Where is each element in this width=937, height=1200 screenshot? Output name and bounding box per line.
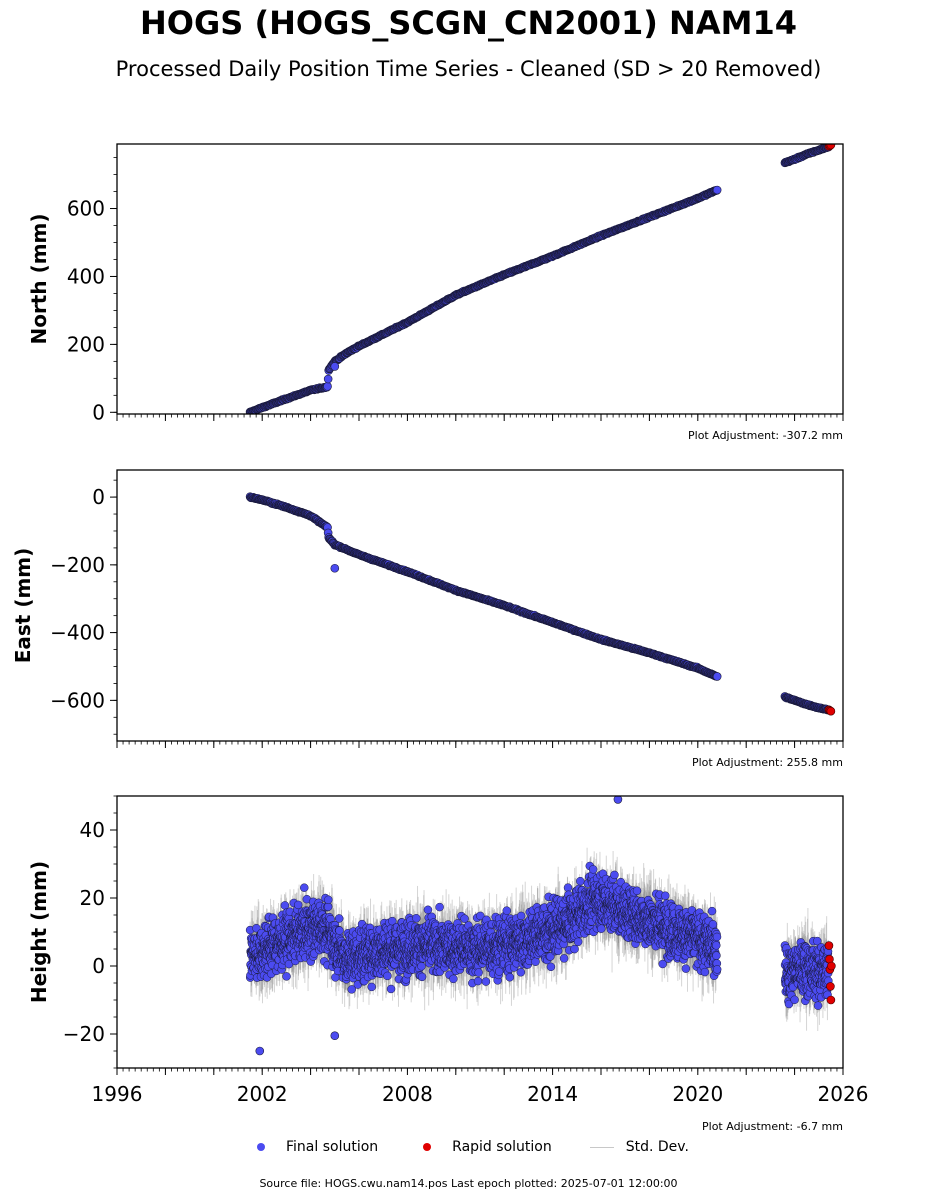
y-axis-label: North (mm) bbox=[27, 213, 51, 344]
plot-area bbox=[245, 492, 836, 716]
final-segment-2 bbox=[780, 144, 833, 168]
final-point bbox=[323, 382, 332, 391]
y-tick-label: −600 bbox=[50, 688, 105, 712]
plot-adjustment-note: Plot Adjustment: -307.2 mm bbox=[688, 429, 843, 442]
final-segment-1 bbox=[245, 492, 722, 681]
chart-title: HOGS (HOGS_SCGN_CN2001) NAM14 bbox=[140, 4, 797, 42]
plot-area bbox=[245, 144, 836, 414]
x-axis bbox=[116, 741, 844, 748]
y-axis: 0 200 400 600 bbox=[67, 157, 117, 424]
rapid-point bbox=[826, 706, 836, 716]
y-tick-label: 600 bbox=[67, 197, 105, 221]
rapid-point bbox=[826, 144, 836, 150]
y-tick-label: 0 bbox=[92, 400, 105, 424]
outlier-point bbox=[330, 362, 340, 371]
final-segment-1 bbox=[245, 847, 722, 1011]
y-tick-label: 400 bbox=[67, 264, 105, 288]
final-point bbox=[712, 185, 722, 195]
chart-subtitle: Processed Daily Position Time Series - C… bbox=[115, 57, 822, 81]
final-segment-1 bbox=[245, 185, 722, 414]
panel-1: 0 200 400 600 North (mm) Plot Adjustment: -30… bbox=[27, 143, 844, 442]
x-axis bbox=[116, 414, 844, 421]
final-segment-2 bbox=[780, 692, 833, 715]
plot-adjustment-note: Plot Adjustment: 255.8 mm bbox=[692, 756, 843, 769]
rapid-series bbox=[824, 705, 836, 716]
y-tick-label: 0 bbox=[92, 485, 105, 509]
final-point bbox=[712, 672, 722, 681]
plot-area bbox=[245, 796, 836, 1056]
panel-2: 0 −200 −400 −600 East (mm) Plot Adjustment: 2… bbox=[11, 469, 844, 769]
y-tick-label: 200 bbox=[67, 332, 105, 356]
y-axis-label: East (mm) bbox=[11, 548, 35, 664]
rapid-series bbox=[824, 144, 836, 151]
y-axis: 0 −200 −400 −600 bbox=[50, 479, 117, 735]
y-tick-label: −400 bbox=[50, 621, 105, 645]
outlier-point bbox=[330, 563, 340, 573]
final-point bbox=[323, 374, 333, 384]
axes-frame bbox=[116, 469, 844, 742]
axes-frame bbox=[116, 143, 844, 415]
y-tick-label: −200 bbox=[50, 553, 105, 577]
